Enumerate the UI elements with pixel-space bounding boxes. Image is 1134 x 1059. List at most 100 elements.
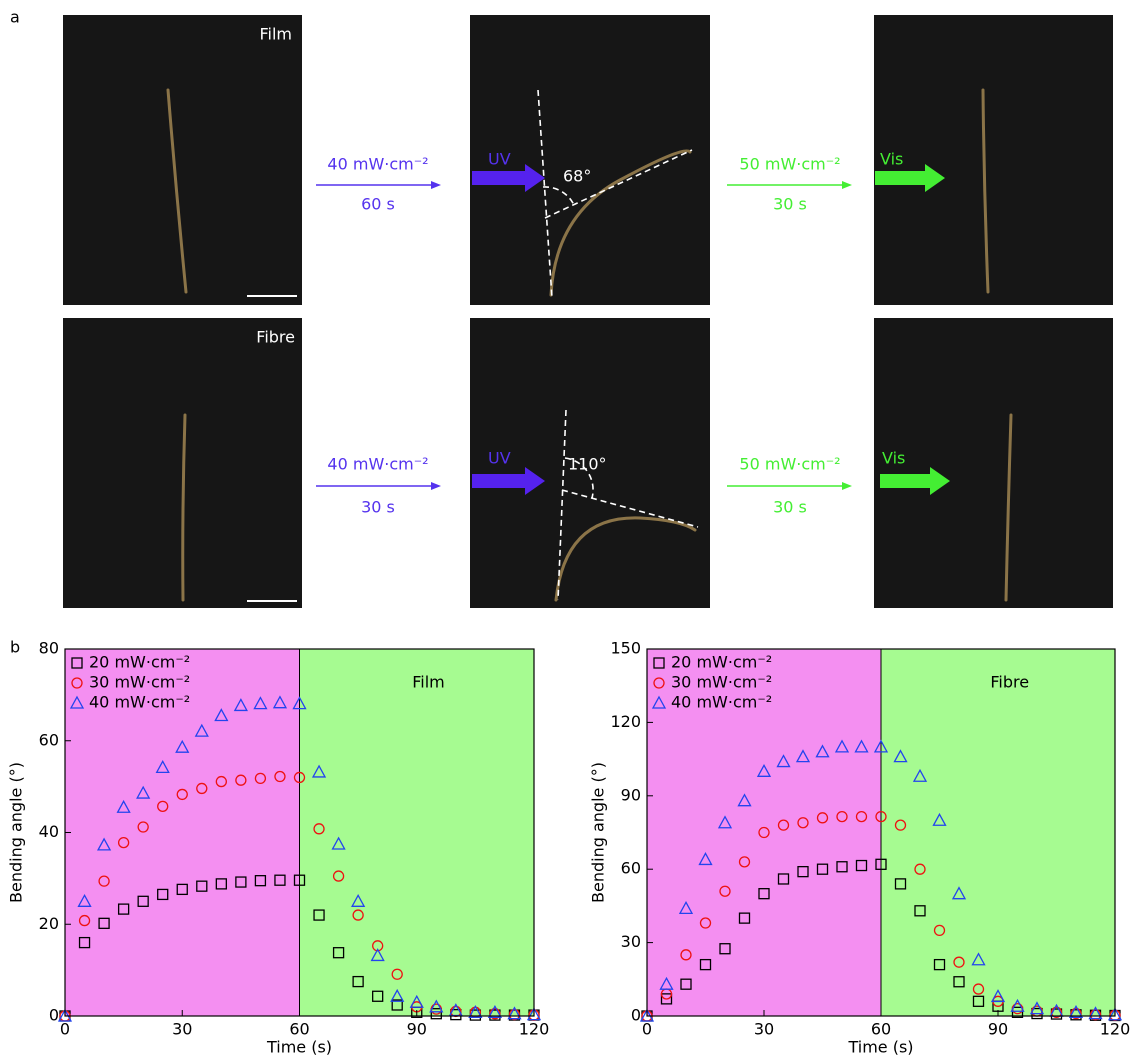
uv-label: UV [488, 449, 511, 468]
fibre [554, 516, 697, 602]
point [372, 940, 384, 952]
point [699, 917, 712, 929]
point [738, 912, 751, 924]
film [166, 88, 188, 294]
point [678, 900, 694, 914]
point [914, 905, 926, 917]
point [489, 1008, 501, 1020]
region [299, 649, 534, 1016]
point [391, 999, 403, 1011]
point [370, 948, 385, 962]
y-tick-label: 150 [610, 639, 641, 658]
vis-arrow [880, 467, 950, 495]
point [215, 878, 227, 890]
point [953, 956, 965, 968]
region [881, 649, 1115, 1016]
point [372, 990, 384, 1002]
point [176, 883, 188, 896]
angle: 68° [563, 167, 591, 186]
vis-intensity: 50 mW·cm⁻² [739, 155, 840, 174]
point [293, 874, 306, 886]
point [117, 903, 130, 915]
point [313, 823, 325, 835]
film [549, 149, 692, 297]
point [215, 775, 227, 788]
vis-arrow [875, 164, 945, 192]
arrow-head [431, 181, 441, 189]
y-tick-label: 90 [621, 785, 641, 804]
point [71, 677, 83, 689]
point [77, 893, 92, 907]
point [932, 812, 947, 826]
angle: 110° [568, 455, 607, 474]
point [526, 1007, 542, 1021]
uv-label: UV [488, 150, 511, 169]
point [698, 852, 713, 866]
region [65, 649, 300, 1016]
point [331, 836, 346, 850]
point [351, 893, 366, 907]
region [647, 649, 881, 1016]
point [719, 943, 731, 955]
uv-time: 30 s [361, 498, 395, 517]
y-tick-label: 20 [39, 914, 59, 933]
photo [470, 15, 710, 305]
x-tick-label: 0 [60, 1020, 70, 1039]
panel-label: b [10, 638, 20, 657]
point [1088, 1006, 1103, 1020]
uv-time: 60 s [361, 195, 395, 214]
point [272, 695, 288, 709]
guide [557, 409, 567, 601]
point [836, 861, 848, 873]
point [175, 739, 190, 753]
point [1089, 1009, 1102, 1021]
vis-label: Vis [880, 150, 903, 169]
x-tick-label: 60 [289, 1020, 309, 1039]
y-tick-label: 0 [49, 1006, 59, 1025]
point [797, 865, 809, 878]
point [834, 739, 850, 753]
point [651, 695, 667, 709]
point [855, 810, 868, 823]
point [507, 1006, 522, 1020]
point [777, 873, 790, 885]
point [137, 821, 149, 833]
uv-intensity: 40 mW·cm⁻² [327, 455, 428, 474]
point [69, 695, 85, 709]
y-tick-label: 40 [39, 822, 59, 841]
x-tick-label: 120 [519, 1020, 550, 1039]
legend-label: 30 mW·cm⁻² [671, 673, 772, 692]
point [313, 909, 325, 921]
x-tick-label: 0 [642, 1020, 652, 1039]
arrow-head [431, 482, 441, 490]
point [194, 723, 209, 737]
point [699, 958, 712, 971]
point [660, 993, 673, 1005]
film [981, 88, 990, 294]
point [116, 799, 131, 813]
point [1011, 1006, 1024, 1018]
fibre [181, 413, 187, 602]
point [292, 696, 307, 710]
point [78, 914, 91, 927]
point [815, 744, 830, 758]
uv-intensity: 40 mW·cm⁻² [327, 155, 428, 174]
point [487, 1004, 503, 1018]
point [391, 968, 403, 980]
photo [874, 15, 1113, 305]
point [409, 994, 424, 1008]
point [893, 749, 908, 763]
y-tick-label: 60 [621, 859, 641, 878]
point [98, 875, 110, 887]
point [737, 793, 752, 807]
uv-arrow [472, 467, 545, 495]
point [990, 989, 1006, 1003]
point [352, 975, 364, 988]
uv-arrow [472, 164, 545, 192]
arrow-head [842, 181, 852, 189]
point [332, 870, 345, 882]
point [233, 698, 248, 712]
photo [470, 318, 710, 608]
point [972, 983, 985, 995]
